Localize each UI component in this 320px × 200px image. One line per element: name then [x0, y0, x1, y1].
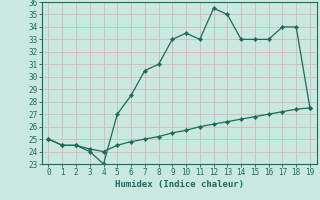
X-axis label: Humidex (Indice chaleur): Humidex (Indice chaleur): [115, 180, 244, 189]
